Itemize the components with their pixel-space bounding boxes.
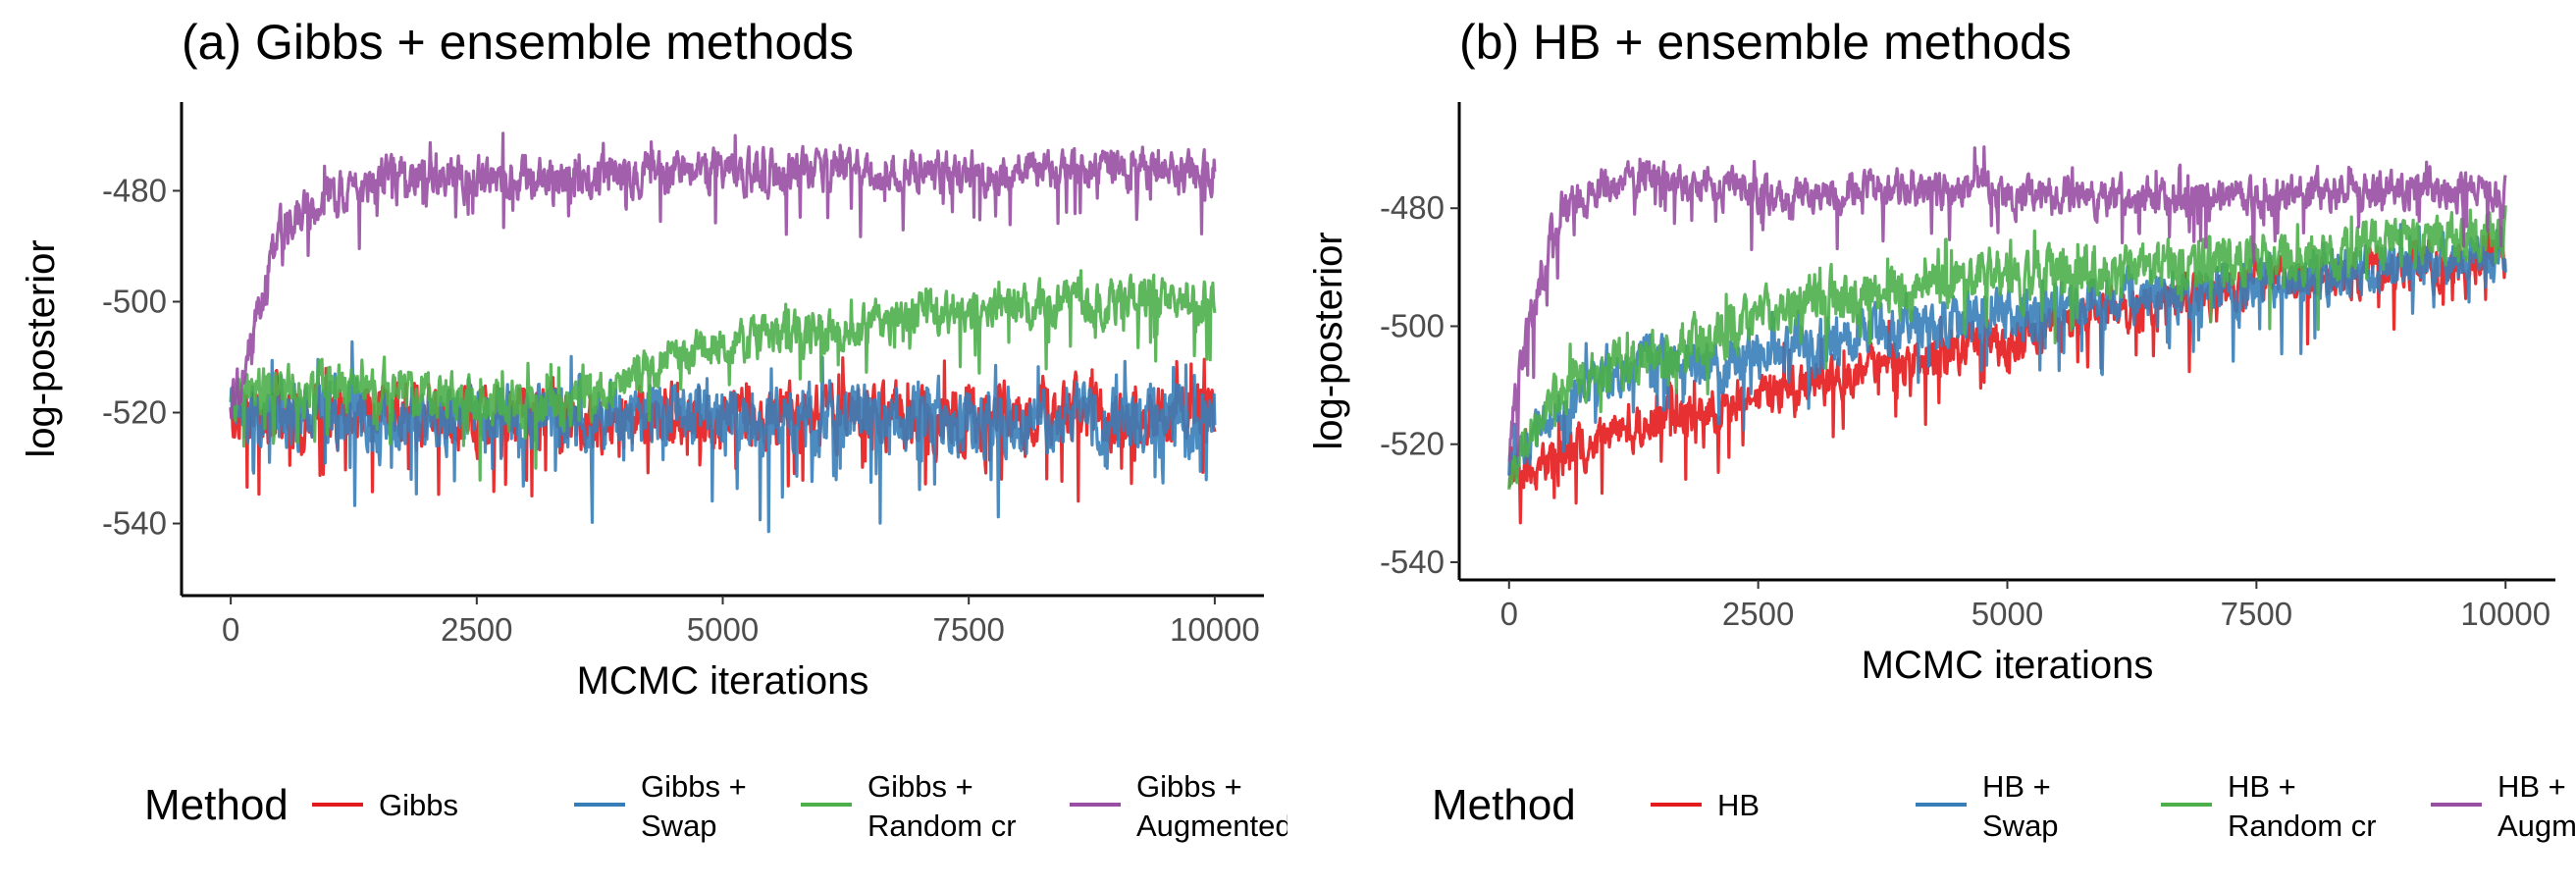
legend-label: Swap	[1982, 809, 2059, 843]
y-tick-label: -520	[102, 393, 167, 430]
legend-label: Gibbs +	[867, 769, 973, 804]
legend: Method HB HB + Swap HB + Random cr HB + Augment…	[1432, 769, 2576, 843]
series-line-hb-augmented-cr	[1507, 145, 2507, 463]
legend-label: Gibbs +	[1136, 769, 1242, 804]
legend-label: Gibbs	[379, 788, 458, 822]
y-tick-label: -480	[1380, 189, 1445, 226]
series-line-hb-random-cr	[1507, 205, 2507, 490]
legend-label: Swap	[641, 809, 717, 843]
chart-panel-b: (b) HB + ensemble methods -540 -520 -500 -48…	[1288, 0, 2576, 883]
x-tick-label: 5000	[687, 611, 759, 648]
plot-area	[229, 131, 1217, 534]
x-tick-label: 2500	[1722, 596, 1794, 632]
legend-label: Random cr	[2228, 809, 2377, 843]
legend-label: Augmented cr	[1136, 809, 1288, 843]
x-axis-label: MCMC iterations	[1862, 644, 2154, 687]
x-tick-label: 0	[222, 611, 239, 648]
x-tick-label: 7500	[932, 611, 1004, 648]
legend: Method Gibbs Gibbs + Swap Gibbs + Random cr Gi…	[144, 769, 1326, 843]
legend-label: HB +	[1982, 769, 2051, 804]
plot-area	[1507, 145, 2507, 525]
chart-a-svg: (a) Gibbs + ensemble methods -540 -520 -500…	[20, 15, 1326, 843]
x-tick-label: 7500	[2221, 596, 2292, 632]
x-axis-label: MCMC iterations	[577, 659, 869, 703]
legend-title: Method	[144, 781, 289, 829]
chart-panel-a: (a) Gibbs + ensemble methods -540 -520 -500…	[0, 0, 1326, 883]
chart-title: (a) Gibbs + ensemble methods	[182, 15, 854, 70]
legend-label: HB +	[2497, 769, 2566, 804]
chart-title: (b) HB + ensemble methods	[1459, 15, 2072, 70]
legend-label: HB +	[2228, 769, 2296, 804]
legend-label: Gibbs +	[641, 769, 747, 804]
y-tick-label: -540	[1380, 544, 1445, 580]
x-tick-label: 10000	[2460, 596, 2550, 632]
y-tick-label: -500	[1380, 307, 1445, 343]
series-line-gibbs-random-cr	[230, 269, 1217, 482]
legend-label: Augmented cr	[2497, 809, 2576, 843]
y-tick-label: -520	[1380, 426, 1445, 462]
chart-b-svg: (b) HB + ensemble methods -540 -520 -500 -48…	[1307, 15, 2576, 843]
x-tick-label: 0	[1500, 596, 1518, 632]
x-tick-label: 10000	[1170, 611, 1260, 648]
legend-label: HB	[1717, 788, 1760, 822]
y-tick-label: -540	[102, 505, 167, 542]
legend-title: Method	[1432, 781, 1576, 829]
y-axis-label: log-posterior	[20, 239, 63, 457]
y-axis-label: log-posterior	[1307, 232, 1350, 449]
series-line-gibbs-swap	[229, 340, 1217, 534]
x-tick-label: 2500	[441, 611, 512, 648]
y-tick-label: -500	[102, 283, 167, 319]
y-tick-label: -480	[102, 172, 167, 208]
series-line-gibbs-augmented-cr	[229, 131, 1217, 420]
legend-label: Random cr	[867, 809, 1017, 843]
x-tick-label: 5000	[1971, 596, 2043, 632]
